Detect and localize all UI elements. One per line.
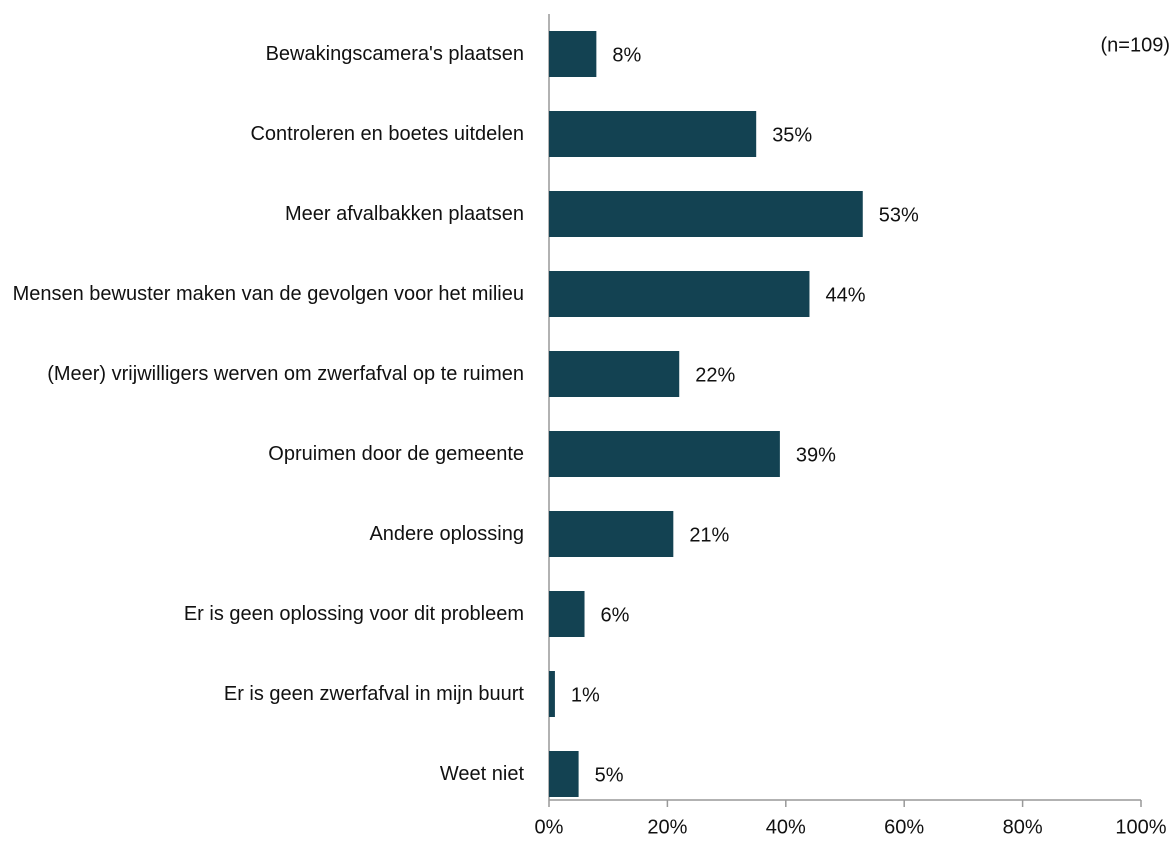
- value-label: 5%: [595, 764, 624, 786]
- x-tick-label: 60%: [884, 816, 924, 838]
- bar: [549, 31, 597, 77]
- bar: [549, 591, 585, 637]
- category-label: Er is geen zwerfafval in mijn buurt: [223, 683, 524, 705]
- value-label: 35%: [772, 124, 812, 146]
- bar: [549, 751, 579, 797]
- category-label: Er is geen oplossing voor dit probleem: [183, 603, 524, 625]
- x-tick-label: 80%: [1003, 816, 1043, 838]
- category-label: Bewakingscamera's plaatsen: [265, 43, 524, 65]
- category-label: Mensen bewuster maken van de gevolgen vo…: [12, 283, 524, 305]
- category-label: Controleren en boetes uitdelen: [250, 123, 524, 145]
- category-label: Meer afvalbakken plaatsen: [284, 203, 524, 225]
- value-label: 44%: [825, 284, 865, 306]
- category-label: (Meer) vrijwilligers werven om zwerfafva…: [47, 363, 524, 385]
- value-label: 39%: [796, 444, 836, 466]
- value-label: 8%: [612, 44, 641, 66]
- annotation: (n=109): [1101, 34, 1171, 56]
- category-label: Andere oplossing: [369, 523, 524, 545]
- x-tick-label: 0%: [535, 816, 564, 838]
- bar: [549, 431, 780, 477]
- value-label: 1%: [571, 684, 600, 706]
- bar: [549, 111, 757, 157]
- value-label: 6%: [601, 604, 630, 626]
- value-label: 22%: [695, 364, 735, 386]
- category-label: Weet niet: [439, 763, 524, 785]
- bar: [549, 351, 680, 397]
- value-label: 53%: [879, 204, 919, 226]
- x-tick-label: 20%: [647, 816, 687, 838]
- x-tick-label: 100%: [1115, 816, 1166, 838]
- x-tick-label: 40%: [766, 816, 806, 838]
- bar: [549, 671, 555, 717]
- bar: [549, 191, 863, 237]
- category-label: Opruimen door de gemeente: [268, 443, 524, 465]
- bar: [549, 511, 674, 557]
- value-label: 21%: [689, 524, 729, 546]
- bar: [549, 271, 810, 317]
